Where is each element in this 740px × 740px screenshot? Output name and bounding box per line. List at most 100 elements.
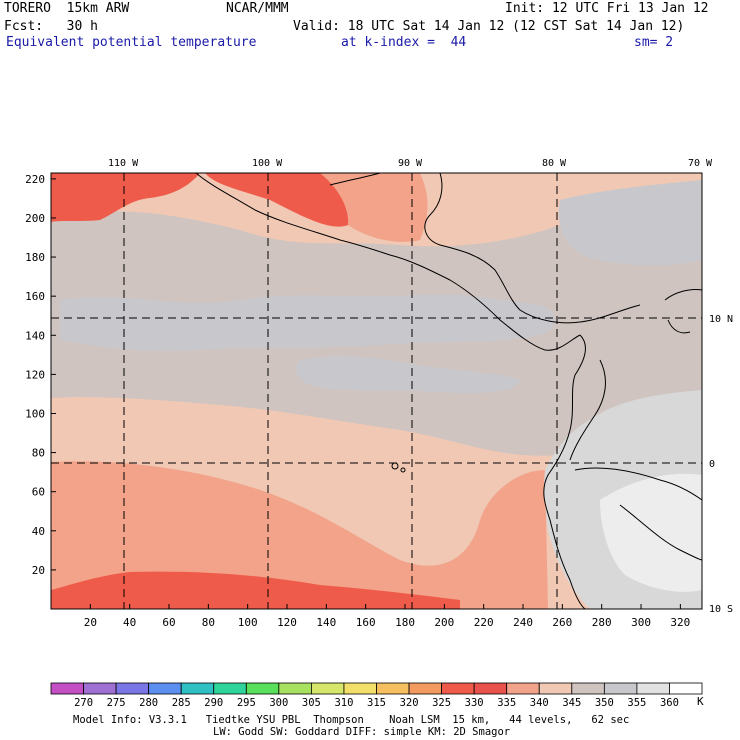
x-tick-label: 320 [670, 616, 690, 629]
colorbar-swatch [50, 682, 84, 695]
lon-label-110w: 110 W [108, 158, 139, 169]
x-tick-label: 280 [592, 616, 612, 629]
colorbar-label: 330 [465, 697, 484, 709]
colorbar-swatch [180, 682, 215, 695]
colorbar-swatch [603, 682, 638, 695]
colorbar-swatch [278, 682, 312, 695]
colorbar-swatch [538, 682, 573, 695]
colorbar-swatch [245, 682, 280, 695]
init-time: Init: 12 UTC Fri 13 Jan 12 [505, 1, 709, 16]
x-tick-label: 260 [552, 616, 572, 629]
colorbar-swatch [408, 682, 442, 695]
field-band-350 [60, 294, 555, 352]
field-andes-snow [600, 473, 702, 592]
colorbar: 270 275 280 285 290 295 300 305 310 315 320 325 330 3… [50, 682, 703, 709]
colorbar-label: 270 [74, 697, 93, 709]
forecast-hour: Fcst: 30 h [4, 19, 98, 34]
map-field [51, 173, 702, 609]
colorbar-label: 340 [530, 697, 549, 709]
field-band-335 [51, 571, 460, 609]
colorbar-swatch [441, 682, 475, 695]
coastlines [195, 172, 703, 610]
x-tick-label: 140 [316, 616, 336, 629]
colorbar-label: 335 [497, 697, 516, 709]
colorbar-label: 295 [237, 697, 256, 709]
x-tick-label: 120 [277, 616, 297, 629]
map-frame [50, 172, 703, 610]
colombia-coast [543, 334, 586, 610]
colorbar-swatch [83, 682, 117, 695]
colorbar-label: 305 [302, 697, 321, 709]
colorbar-label: 350 [595, 697, 614, 709]
lon-label-80w: 80 W [542, 158, 567, 169]
field-warm-coast [320, 173, 428, 242]
colorbar-label: 345 [562, 697, 581, 709]
colorbar-swatch [506, 682, 540, 695]
lat-label-10s: 10 S [709, 604, 733, 615]
colorbar-swatch [343, 682, 377, 695]
x-tick-label: 160 [356, 616, 376, 629]
caribbean-islands [664, 289, 703, 334]
y-tick-label: 80 [32, 447, 45, 460]
colorbar-label: 360 [660, 697, 679, 709]
colorbar-swatch [213, 682, 247, 695]
colorbar-swatch [636, 682, 670, 695]
x-tick-label: 180 [395, 616, 415, 629]
y-tick-label: 40 [32, 525, 45, 538]
valid-time: Valid: 18 UTC Sat 14 Jan 12 (12 CST Sat … [293, 19, 685, 34]
field-hot-coast [205, 173, 349, 227]
y-tick-label: 60 [32, 486, 45, 499]
colorbar-label: 320 [400, 697, 419, 709]
colorbar-label: 285 [172, 697, 191, 709]
y-tick-label: 220 [25, 173, 45, 186]
central-america-caribbean [424, 172, 641, 324]
colorbar-label: 290 [204, 697, 223, 709]
y-tick-label: 20 [32, 564, 45, 577]
y-tick-label: 160 [25, 290, 45, 303]
model-info: Model Info: V3.3.1 Tiedtke YSU PBL Thomp… [73, 714, 630, 726]
y-tick-label: 120 [25, 368, 45, 381]
galapagos [391, 462, 406, 473]
level-index: at k-index = 44 [341, 35, 467, 50]
y-tick-label: 180 [25, 251, 45, 264]
field-band-350c [558, 180, 702, 266]
y-tick-label: 100 [25, 407, 45, 420]
x-tick-label: 240 [513, 616, 533, 629]
colorbar-label: 300 [269, 697, 288, 709]
field-name: Equivalent potential temperature [6, 35, 257, 50]
colorbar-label: 355 [627, 697, 646, 709]
x-tick-label: 40 [123, 616, 136, 629]
model-name: TORERO 15km ARW [4, 1, 130, 16]
mexico-coast [195, 172, 581, 351]
colorbar-label: 315 [367, 697, 386, 709]
field-hot-pool [51, 173, 200, 222]
lon-label-70w: 70 W [688, 158, 713, 169]
colorbar-swatch [669, 682, 703, 695]
colorbar-unit: K [697, 695, 704, 708]
center-name: NCAR/MMM [226, 1, 289, 16]
colorbar-label: 280 [139, 697, 158, 709]
colorbar-swatch [148, 682, 182, 695]
lon-label-90w: 90 W [398, 158, 423, 169]
x-tick-label: 200 [434, 616, 454, 629]
lon-label-100w: 100 W [252, 158, 283, 169]
smoothing: sm= 2 [634, 35, 674, 50]
lat-label-10n: 10 N [709, 314, 733, 325]
y-tick-label: 140 [25, 329, 45, 342]
x-tick-label: 60 [162, 616, 175, 629]
sa-borders [569, 359, 703, 561]
field-band-350b [296, 356, 520, 394]
colorbar-swatch [376, 682, 410, 695]
graticule [51, 173, 702, 609]
colorbar-swatch [473, 682, 508, 695]
x-tick-label: 300 [631, 616, 651, 629]
axis-ticks: 20 40 60 80 100 120 140 160 180 200 220 240 260 280 30… [25, 173, 690, 629]
x-tick-label: 100 [238, 616, 258, 629]
colorbar-label: 310 [334, 697, 353, 709]
colorbar-swatch [571, 682, 605, 695]
x-tick-label: 220 [474, 616, 494, 629]
colorbar-swatch [310, 682, 345, 695]
physics-info: LW: Godd SW: Goddard DIFF: simple KM: 2D… [213, 726, 511, 738]
colorbar-label: 325 [432, 697, 451, 709]
